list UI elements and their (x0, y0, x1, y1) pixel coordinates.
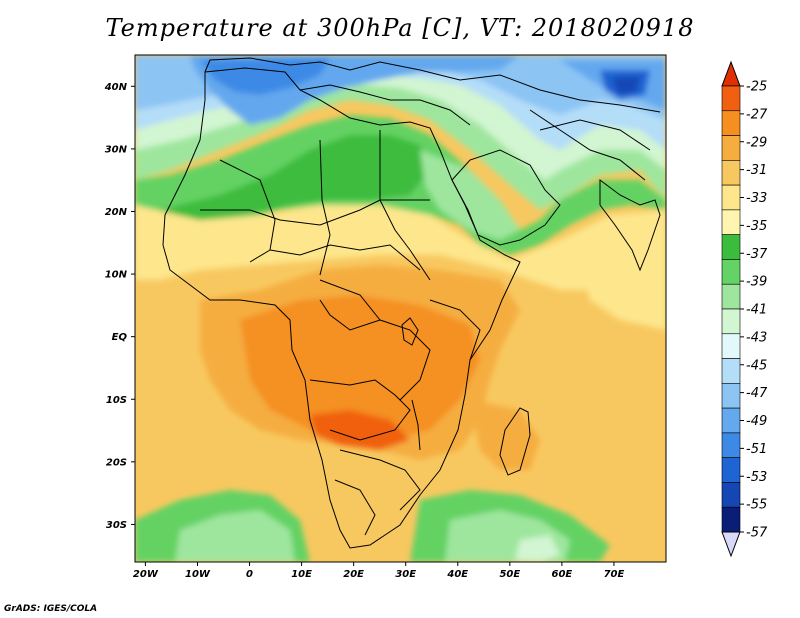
map-title: Temperature at 300hPa [C], VT: 201802091… (105, 14, 695, 42)
latitude-axis: 40N 30N 20N 10N EQ 10S 20S 30S (104, 82, 135, 531)
colorbar-label: -29 (746, 135, 767, 150)
colorbar-label: -27 (746, 107, 768, 122)
coastlines (162, 57, 661, 549)
colorbar-label: -47 (746, 386, 768, 401)
lon-tick-label: 10W (185, 569, 211, 580)
colorbar-swatch (721, 482, 741, 508)
longitude-axis: 20W 10W 0 10E 20E 30E 40E 50E 60E 70E (133, 562, 625, 580)
lat-tick-label: 10S (106, 395, 127, 406)
colorbar-label: -25 (746, 80, 767, 95)
colorbar-swatch (721, 432, 741, 458)
colorbar-label: -51 (746, 442, 767, 457)
temperature-field (135, 55, 666, 562)
credit-text: GrADS: IGES/COLA (4, 604, 98, 614)
colorbar-label: -31 (746, 163, 767, 178)
colorbar-swatch (721, 457, 741, 483)
lon-tick-label: 50E (499, 569, 520, 580)
colorbar-swatch (721, 308, 741, 335)
colorbar-max-triangle (721, 60, 741, 87)
lat-tick-label: EQ (112, 332, 128, 343)
colorbar-swatch (721, 184, 741, 211)
colorbar-label: -41 (746, 303, 767, 318)
lon-tick-label: 70E (604, 569, 625, 580)
colorbar-swatch (721, 160, 741, 186)
colorbar-swatch (721, 333, 741, 359)
colorbar-label: -45 (746, 358, 767, 373)
colorbar-label: -55 (746, 498, 767, 513)
lat-tick-label: 30N (105, 144, 128, 155)
colorbar-swatch (721, 383, 741, 409)
colorbar-label: -53 (746, 470, 767, 485)
colorbar-label: -49 (746, 414, 767, 429)
lat-tick-label: 10N (105, 270, 128, 281)
colorbar-swatch (721, 358, 741, 384)
colorbar-swatch (721, 209, 741, 235)
colorbar-label: -57 (746, 526, 768, 541)
colorbar-swatch (721, 234, 741, 260)
map-frame (134, 54, 667, 563)
colorbar-swatch (721, 110, 741, 136)
colorbar-swatch (721, 283, 741, 310)
lat-tick-label: 20S (106, 457, 127, 468)
lat-tick-label: 30S (106, 520, 127, 531)
lat-tick-label: 40N (104, 82, 128, 93)
lat-tick-label: 20N (105, 207, 128, 218)
colorbar-min-triangle (721, 531, 741, 558)
colorbar-label: -37 (746, 247, 768, 262)
lon-tick-label: 30E (395, 569, 416, 580)
lon-tick-label: 20W (133, 569, 159, 580)
colorbar-swatch (721, 259, 741, 285)
lon-tick-label: 40E (446, 569, 468, 580)
colorbar-swatch (721, 85, 741, 112)
colorbar-label: -39 (746, 275, 767, 290)
lon-tick-label: 20E (343, 569, 364, 580)
colorbar-label: -43 (746, 330, 767, 345)
colorbar-swatch (721, 135, 741, 161)
colorbar-label: -33 (746, 191, 767, 206)
lon-tick-label: 10E (291, 569, 312, 580)
colorbar-label: -35 (746, 219, 767, 234)
colorbar-swatch (721, 506, 741, 533)
colorbar: -25 -27 -29 -31 -33 -35 -37 -39 -41 -43 -45 -47 -49 -… (721, 60, 768, 558)
lon-tick-label: 0 (246, 569, 253, 580)
colorbar-swatch (721, 407, 741, 434)
lon-tick-label: 60E (552, 569, 573, 580)
